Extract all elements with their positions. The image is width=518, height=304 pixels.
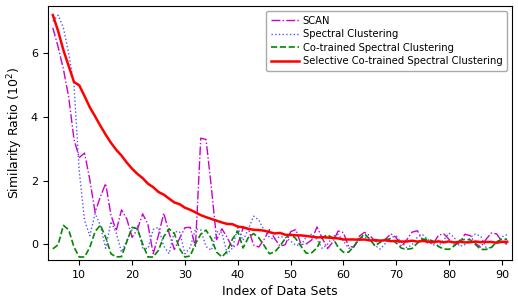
Co-trained Spectral Clustering	[192, 242, 198, 246]
SCAN	[150, 252, 156, 256]
SCAN	[155, 233, 162, 237]
Spectral Clustering	[192, 227, 198, 231]
Co-trained Spectral Clustering	[50, 247, 56, 251]
Co-trained Spectral Clustering	[97, 223, 104, 227]
Co-trained Spectral Clustering	[76, 255, 82, 259]
Selective Co-trained Spectral Clustering	[504, 240, 510, 244]
Selective Co-trained Spectral Clustering	[277, 231, 283, 235]
Line: Co-trained Spectral Clustering: Co-trained Spectral Clustering	[53, 225, 507, 257]
Co-trained Spectral Clustering	[161, 235, 167, 238]
Spectral Clustering	[50, 20, 56, 23]
Selective Co-trained Spectral Clustering	[494, 241, 500, 244]
SCAN	[245, 227, 251, 230]
Spectral Clustering	[129, 228, 135, 232]
SCAN	[504, 243, 510, 246]
Line: SCAN: SCAN	[53, 28, 507, 254]
Spectral Clustering	[155, 226, 162, 229]
Co-trained Spectral Clustering	[430, 239, 436, 243]
SCAN	[187, 226, 193, 229]
Line: Selective Co-trained Spectral Clustering: Selective Co-trained Spectral Clustering	[53, 15, 507, 243]
Line: Spectral Clustering: Spectral Clustering	[53, 15, 507, 254]
SCAN	[50, 26, 56, 30]
X-axis label: Index of Data Sets: Index of Data Sets	[222, 285, 338, 299]
SCAN	[425, 241, 431, 245]
Y-axis label: Similarity Ratio (10$^2$): Similarity Ratio (10$^2$)	[6, 67, 25, 199]
SCAN	[282, 243, 289, 247]
Co-trained Spectral Clustering	[504, 237, 510, 241]
Selective Co-trained Spectral Clustering	[150, 185, 156, 189]
Selective Co-trained Spectral Clustering	[124, 161, 130, 164]
Legend: SCAN, Spectral Clustering, Co-trained Spectral Clustering, Selective Co-trained : SCAN, Spectral Clustering, Co-trained Sp…	[266, 11, 508, 71]
Spectral Clustering	[430, 243, 436, 247]
Selective Co-trained Spectral Clustering	[240, 226, 246, 229]
Spectral Clustering	[182, 252, 188, 256]
Selective Co-trained Spectral Clustering	[50, 13, 56, 17]
Selective Co-trained Spectral Clustering	[420, 239, 426, 243]
Co-trained Spectral Clustering	[134, 227, 140, 230]
Spectral Clustering	[55, 13, 61, 17]
Co-trained Spectral Clustering	[287, 232, 294, 236]
Spectral Clustering	[251, 214, 257, 218]
SCAN	[124, 217, 130, 221]
Selective Co-trained Spectral Clustering	[182, 206, 188, 209]
Spectral Clustering	[287, 239, 294, 243]
Spectral Clustering	[504, 233, 510, 237]
Co-trained Spectral Clustering	[251, 232, 257, 235]
